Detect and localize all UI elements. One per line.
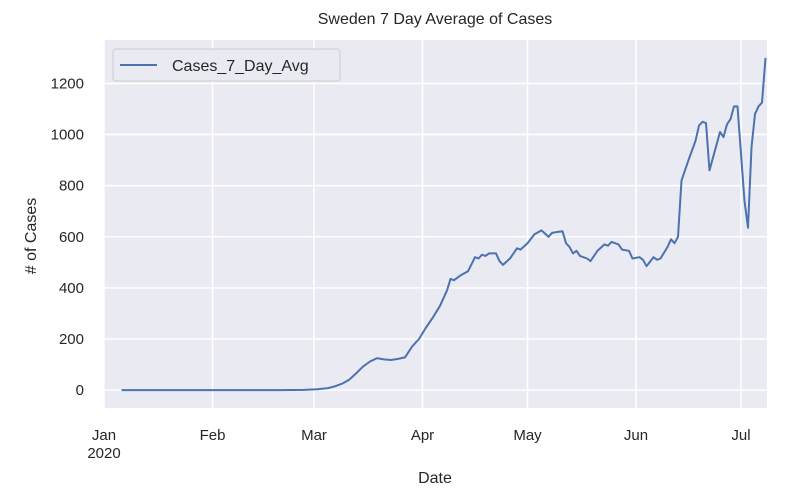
y-tick-label: 400 <box>59 280 84 297</box>
legend-box <box>112 48 341 82</box>
legend: Cases_7_Day_Avg <box>112 48 341 82</box>
y-gridlines <box>104 82 767 391</box>
x-tick-label: Jul <box>731 427 750 444</box>
y-tick-label: 1000 <box>51 127 84 144</box>
y-tick-label: 800 <box>59 178 84 195</box>
legend-label: Cases_7_Day_Avg <box>172 58 309 75</box>
y-tick-labels: 0 200 400 600 800 1000 1200 <box>51 75 84 399</box>
y-tick-label: 200 <box>59 331 84 348</box>
x-tick-label: Jun <box>624 427 648 444</box>
y-axis-label: # of Cases <box>23 198 40 274</box>
x-tick-label: Jan <box>92 427 116 444</box>
y-tick-label: 600 <box>59 229 84 246</box>
x-tick-label: Mar <box>301 427 327 444</box>
plot-background <box>104 40 767 408</box>
chart-title: Sweden 7 Day Average of Cases <box>318 11 553 28</box>
x-tick-label: May <box>513 427 542 444</box>
y-tick-label: 1200 <box>51 75 84 92</box>
y-tick-label: 0 <box>76 382 84 399</box>
x-axis-label: Date <box>418 470 452 487</box>
x-tick-label: Feb <box>200 427 226 444</box>
x-tick-label: Apr <box>411 427 434 444</box>
x-gridlines <box>103 40 742 408</box>
series-line-cases-7-day-avg <box>121 57 767 392</box>
x-tick-sublabel: 2020 <box>87 445 120 462</box>
